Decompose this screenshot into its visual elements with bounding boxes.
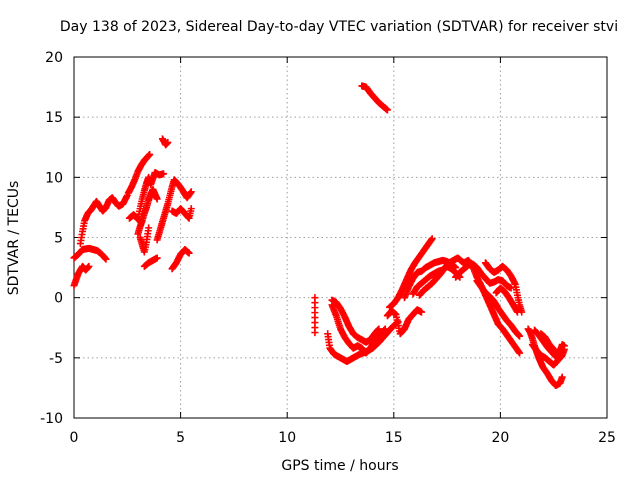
series-arc-s bbox=[386, 235, 436, 311]
data-point bbox=[146, 150, 154, 158]
x-tick-label: 0 bbox=[70, 430, 79, 446]
series-arc-l bbox=[168, 246, 193, 273]
series-arc-ac bbox=[528, 341, 568, 369]
data-point bbox=[153, 254, 161, 262]
series-arc-g bbox=[136, 224, 153, 256]
data-point bbox=[516, 332, 524, 340]
data-point bbox=[153, 195, 161, 203]
data-point bbox=[558, 373, 566, 381]
grid bbox=[74, 57, 607, 418]
y-tick-label: 20 bbox=[45, 50, 63, 66]
y-tick-label: 0 bbox=[54, 291, 63, 307]
data-point bbox=[554, 350, 562, 358]
data-point bbox=[187, 188, 195, 196]
y-tick-label: 15 bbox=[45, 110, 63, 126]
x-tick-label: 15 bbox=[385, 430, 403, 446]
data-point bbox=[187, 205, 195, 213]
data-point bbox=[418, 308, 426, 316]
series-arc-k bbox=[140, 254, 161, 270]
series-arc-v bbox=[415, 254, 470, 299]
data-points bbox=[70, 82, 568, 390]
data-point bbox=[102, 255, 110, 263]
data-point bbox=[383, 106, 391, 114]
series-arc-aa bbox=[492, 284, 521, 316]
series-arc-e bbox=[125, 169, 168, 223]
x-tick-label: 5 bbox=[176, 430, 185, 446]
series-arc-m bbox=[311, 294, 319, 337]
y-tick-label: 10 bbox=[45, 170, 63, 186]
x-tick-label: 25 bbox=[598, 430, 616, 446]
x-tick-label: 10 bbox=[278, 430, 296, 446]
series-arc-r bbox=[383, 306, 426, 338]
data-point bbox=[428, 235, 436, 243]
data-point bbox=[560, 342, 568, 350]
data-point bbox=[516, 349, 524, 357]
data-point bbox=[311, 329, 319, 337]
data-point bbox=[513, 308, 521, 316]
series-arc-b bbox=[70, 244, 110, 263]
series-arc-ae bbox=[537, 330, 562, 358]
series-arc-c bbox=[76, 191, 131, 248]
data-point bbox=[164, 138, 172, 146]
series-arc-n bbox=[328, 296, 383, 346]
series-arc-q bbox=[358, 82, 391, 114]
series-arc-a bbox=[70, 262, 93, 290]
y-tick-label: -10 bbox=[40, 411, 63, 427]
axes: 0 5 10 15 20 25 -10 -5 0 5 10 15 20 bbox=[40, 50, 616, 446]
data-point bbox=[145, 224, 153, 232]
x-axis-label: GPS time / hours bbox=[281, 458, 398, 474]
series-arc-d bbox=[124, 150, 154, 197]
series-arc-z bbox=[473, 277, 524, 340]
data-point bbox=[185, 249, 193, 257]
data-point bbox=[160, 170, 168, 178]
series-arc-j bbox=[158, 135, 172, 149]
y-tick-label: -5 bbox=[49, 351, 63, 367]
series-arc-h bbox=[153, 176, 195, 244]
series-arc-i bbox=[168, 205, 195, 222]
x-tick-label: 20 bbox=[491, 430, 509, 446]
series-arc-f bbox=[134, 185, 161, 238]
y-axis-label: SDTVAR / TECUs bbox=[6, 181, 22, 296]
data-point bbox=[375, 325, 383, 333]
series-arc-y bbox=[481, 259, 526, 316]
data-point bbox=[85, 262, 93, 270]
data-point bbox=[507, 284, 515, 292]
chart-title: Day 138 of 2023, Sidereal Day-to-day VTE… bbox=[60, 19, 618, 35]
y-tick-label: 5 bbox=[54, 231, 63, 247]
